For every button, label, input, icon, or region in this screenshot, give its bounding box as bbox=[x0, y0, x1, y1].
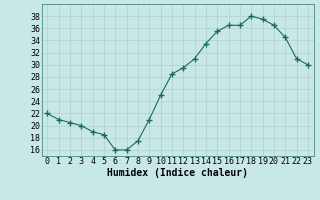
X-axis label: Humidex (Indice chaleur): Humidex (Indice chaleur) bbox=[107, 168, 248, 178]
